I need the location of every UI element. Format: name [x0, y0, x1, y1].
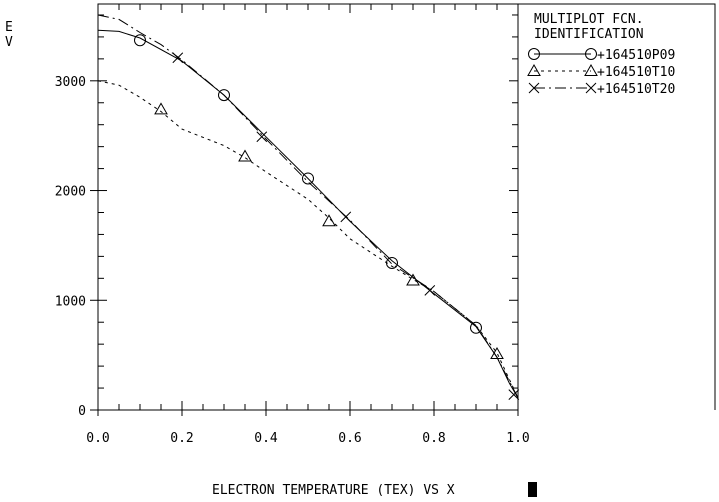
legend-entry: +164510P09: [597, 48, 675, 63]
legend-marker-triangle: [527, 63, 541, 76]
data-point-x: [424, 285, 436, 296]
x-tick-label: 0.6: [338, 431, 361, 446]
legend-marker-x: [585, 82, 597, 94]
x-tick-label: 0.8: [422, 431, 445, 446]
data-point-circle: [302, 172, 314, 185]
series-line: [97, 29, 519, 399]
cursor-block: [528, 482, 537, 497]
series-164510T10: [97, 80, 519, 399]
y-axis-label: E: [5, 20, 13, 35]
legend-marker-x: [528, 82, 540, 94]
legend-entry: +164510T10: [597, 65, 675, 80]
legend-marker-circle: [528, 48, 540, 60]
y-tick-label: 2000: [55, 185, 86, 200]
axis-labels: EV ELECTRON TEMPERATURE (TEX) VS X: [5, 20, 537, 498]
data-point-circle: [134, 34, 146, 47]
axes: 0.0 0.2 0.4 0.6 0.8 1.0 0 1000 2000 3000: [55, 4, 530, 446]
legend-marker-circle: [585, 48, 597, 60]
data-point-circle: [218, 89, 230, 102]
data-point-triangle: [154, 102, 168, 115]
series-164510P09: [97, 29, 519, 399]
data-point-x: [256, 131, 268, 143]
legend-panel-border: [518, 3, 716, 410]
x-tick-label: 0.2: [170, 431, 193, 446]
legend-title: IDENTIFICATION: [534, 27, 644, 42]
data-point-circle: [470, 321, 482, 334]
y-tick-label: 0: [78, 404, 86, 419]
series-line: [97, 14, 519, 399]
plot-border: [97, 3, 519, 411]
x-tick-label: 1.0: [506, 431, 529, 446]
data-point-x: [508, 389, 520, 400]
y-tick-label: 1000: [55, 294, 86, 309]
legend-marker-triangle: [584, 63, 598, 76]
legend-title: MULTIPLOT FCN.: [534, 12, 644, 27]
series-layer: [97, 14, 520, 400]
legend-entry: +164510T20: [597, 82, 675, 97]
y-axis-label: V: [5, 35, 13, 50]
series-164510T20: [97, 14, 520, 400]
data-point-triangle: [406, 273, 420, 286]
series-line: [97, 80, 519, 399]
y-tick-label: 3000: [55, 75, 86, 90]
x-tick-label: 0.0: [86, 431, 109, 446]
data-point-triangle: [322, 214, 336, 227]
data-point-x: [340, 211, 352, 223]
data-point-x: [172, 52, 184, 64]
x-axis-label: ELECTRON TEMPERATURE (TEX) VS X: [212, 483, 455, 498]
x-tick-label: 0.4: [254, 431, 278, 446]
data-point-triangle: [238, 149, 252, 162]
legend: MULTIPLOT FCN.IDENTIFICATION +164510P09 +1…: [527, 12, 675, 97]
